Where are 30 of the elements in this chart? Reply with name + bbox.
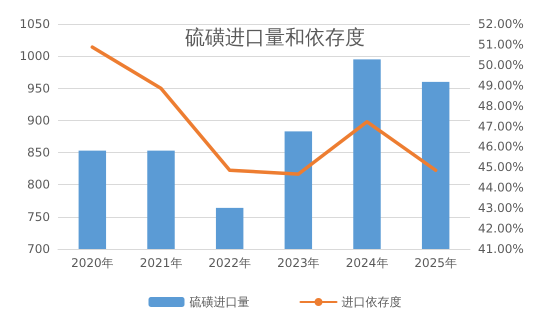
y2-tick-label: 48.00% bbox=[478, 98, 524, 113]
y2-tick-label: 50.00% bbox=[478, 58, 524, 72]
y-tick-label: 1050 bbox=[19, 17, 50, 31]
y2-tick-label: 41.00% bbox=[478, 242, 524, 256]
x-tick-label: 2021年 bbox=[140, 256, 182, 270]
y2-tick-label: 44.00% bbox=[478, 180, 524, 195]
y2-tick-label: 51.00% bbox=[478, 37, 524, 52]
legend-label: 进口依存度 bbox=[342, 295, 402, 309]
x-tick-label: 2022年 bbox=[208, 256, 251, 270]
x-tick-label: 2023年 bbox=[277, 256, 320, 270]
y-tick-label: 800 bbox=[27, 178, 50, 192]
y-tick-label: 750 bbox=[27, 210, 50, 224]
y2-tick-label: 45.00% bbox=[478, 160, 524, 174]
y2-tick-label: 46.00% bbox=[478, 140, 524, 154]
y2-tick-label: 49.00% bbox=[478, 78, 524, 92]
y-tick-label: 900 bbox=[27, 113, 50, 128]
y-tick-label: 700 bbox=[27, 242, 50, 256]
chart-title: 硫磺进口量和依存度 bbox=[185, 25, 365, 49]
x-tick-label: 2020年 bbox=[71, 256, 114, 270]
y2-tick-label: 42.00% bbox=[478, 222, 524, 236]
y-tick-label: 850 bbox=[27, 146, 50, 160]
legend-label: 硫磺进口量 bbox=[190, 295, 250, 309]
line-series bbox=[90, 45, 438, 176]
y2-tick-label: 47.00% bbox=[478, 119, 524, 134]
x-tick-label: 2025年 bbox=[414, 256, 457, 270]
y-tick-label: 950 bbox=[27, 81, 50, 96]
y-tick-label: 1000 bbox=[19, 49, 50, 64]
x-tick-label: 2024年 bbox=[346, 256, 388, 270]
y2-tick-label: 52.00% bbox=[478, 17, 524, 31]
y2-tick-label: 43.00% bbox=[478, 201, 524, 216]
